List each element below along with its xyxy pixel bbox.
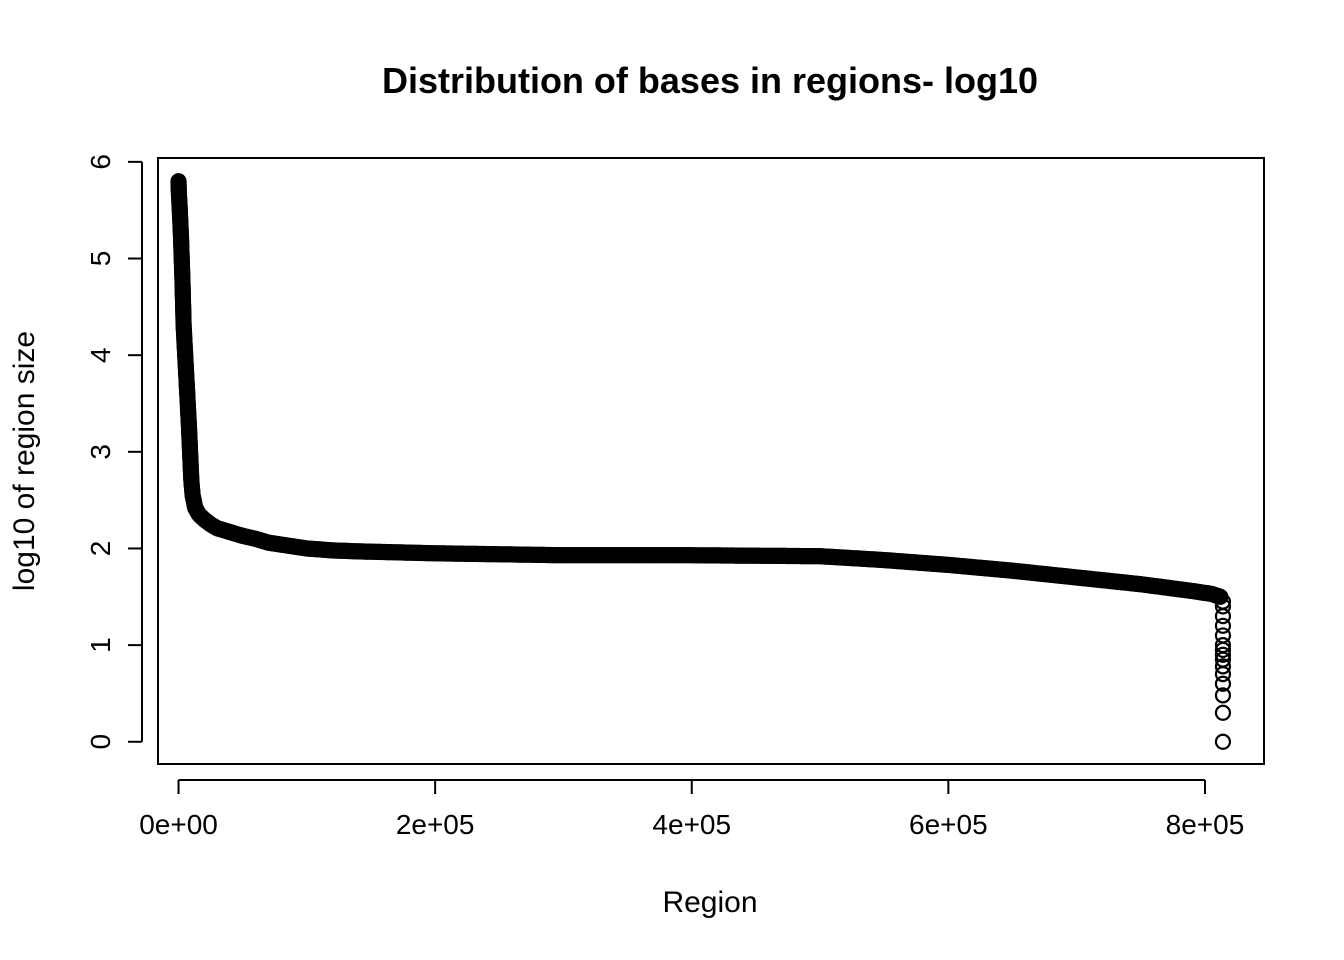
x-tick-label: 0e+00 — [139, 809, 218, 840]
x-axis: 0e+00 2e+05 4e+05 6e+05 8e+05 — [139, 779, 1245, 840]
data-point — [1214, 733, 1232, 750]
y-axis: 0 1 2 3 4 5 6 — [85, 154, 143, 750]
x-tick-label: 4e+05 — [652, 809, 731, 840]
data-point — [1214, 687, 1232, 704]
y-tick-label: 5 — [85, 251, 116, 267]
data-point — [1214, 658, 1232, 675]
y-tick-label: 6 — [85, 154, 116, 170]
data-point — [1214, 646, 1232, 663]
y-tick-label: 3 — [85, 444, 116, 460]
y-tick-label: 1 — [85, 637, 116, 653]
data-point — [1214, 598, 1232, 615]
data-point — [1214, 675, 1232, 692]
x-tick-label: 2e+05 — [396, 809, 475, 840]
data-point — [1214, 704, 1232, 721]
y-tick-label: 4 — [85, 347, 116, 363]
y-tick-label: 2 — [85, 541, 116, 557]
data-point — [1214, 617, 1232, 634]
x-tick-label: 8e+05 — [1166, 809, 1245, 840]
plot-area-frame — [157, 157, 1265, 765]
data-point — [1214, 666, 1232, 683]
data-point — [1214, 608, 1232, 625]
data-point — [1214, 641, 1232, 659]
y-tick-label: 0 — [85, 734, 116, 750]
x-tick-label: 6e+05 — [909, 809, 988, 840]
x-axis-label: Region — [662, 886, 757, 919]
y-axis-label: log10 of region size — [8, 331, 41, 591]
data-points — [170, 173, 1232, 750]
chart-title: Distribution of bases in regions- log10 — [382, 60, 1038, 101]
